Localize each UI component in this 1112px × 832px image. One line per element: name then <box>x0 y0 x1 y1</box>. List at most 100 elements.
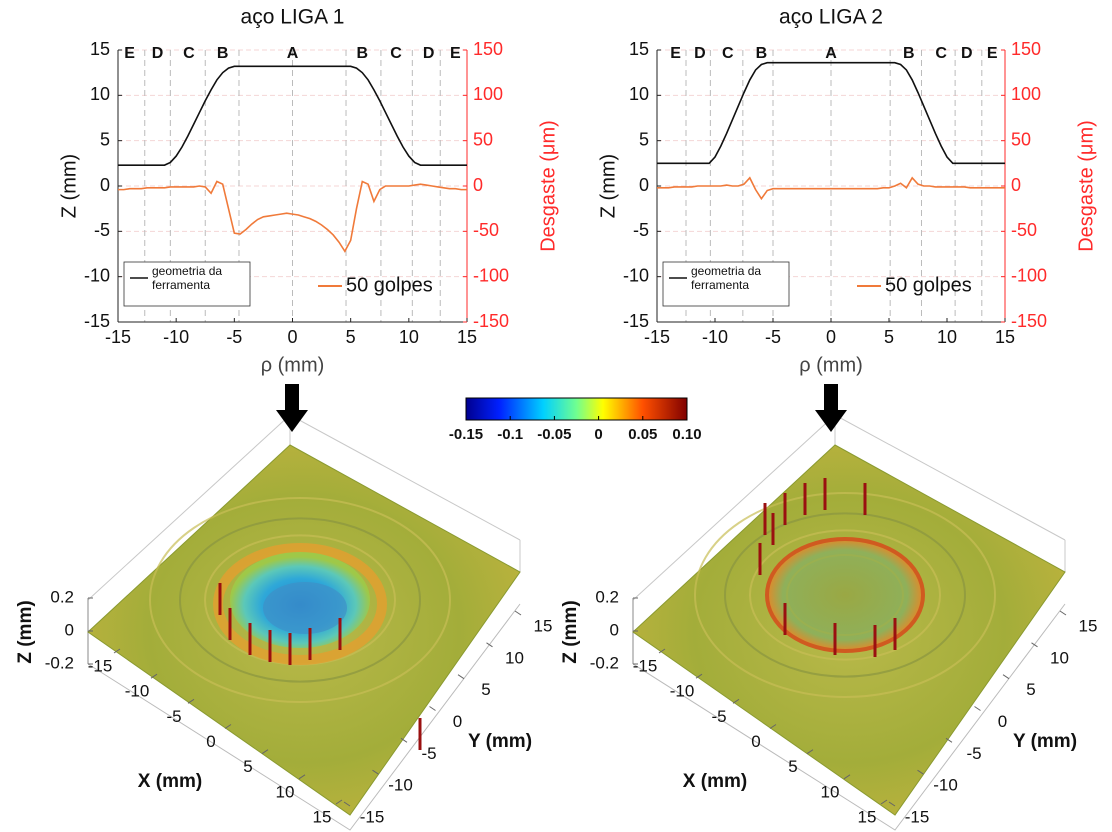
arrow <box>276 384 308 432</box>
y2-tick-label: 50 <box>473 129 493 149</box>
y-tick-label: 10 <box>1050 648 1069 667</box>
y2-tick-label: 0 <box>1011 175 1021 195</box>
y-tick <box>1060 611 1066 615</box>
y-tick-label: -5 <box>633 220 649 240</box>
y2-tick-label: -100 <box>1011 265 1047 285</box>
x-axis-label: X (mm) <box>683 771 747 792</box>
legend-label: 50 golpes <box>346 274 433 296</box>
colorbar-tick-label: 0.10 <box>672 426 701 443</box>
z-tick-label: 0 <box>610 620 619 639</box>
zone-label: E <box>450 45 461 62</box>
y-tick-label: -10 <box>84 265 110 285</box>
zone-label: B <box>756 45 768 62</box>
colorbar-tick-label: 0.05 <box>628 426 657 443</box>
x-tick-label: 10 <box>276 782 295 801</box>
y-tick-label: 15 <box>534 616 553 635</box>
z-tick-label: 0.2 <box>50 587 74 606</box>
x-tick-label: 5 <box>788 757 797 776</box>
legend-label: geometria da ferramenta <box>152 264 248 292</box>
y-tick-label: -10 <box>933 776 958 795</box>
y2-tick-label: -50 <box>1011 220 1037 240</box>
colorbar-gradient <box>466 398 687 420</box>
y2-tick-label: 100 <box>1011 84 1041 104</box>
zone-label: D <box>152 45 164 62</box>
x-tick-label: 10 <box>937 327 957 347</box>
zone-label: D <box>961 45 973 62</box>
y-tick-label: -10 <box>388 776 413 795</box>
colorbar-tick-label: -0.05 <box>537 426 571 443</box>
y-tick-label: -15 <box>360 807 385 826</box>
z-axis-label: Z (mm) <box>15 600 36 663</box>
zone-label: B <box>217 45 229 62</box>
y-tick <box>430 707 436 711</box>
zone-label: E <box>124 45 135 62</box>
y-tick-label: 10 <box>629 84 649 104</box>
y-axis-label: Z (mm) <box>58 154 80 218</box>
y-tick-label: 15 <box>629 39 649 59</box>
y-tick-label: 5 <box>1026 680 1035 699</box>
legend-label: geometria da ferramenta <box>691 264 787 292</box>
x-tick-label: 5 <box>243 757 252 776</box>
y2-tick-label: 150 <box>1011 39 1041 59</box>
y-tick-label: 5 <box>639 129 649 149</box>
zone-label: E <box>670 45 681 62</box>
x-tick-label: -10 <box>125 682 150 701</box>
y-tick <box>975 707 981 711</box>
y-tick-label: -15 <box>623 311 649 331</box>
y-tick <box>487 643 493 647</box>
zone-label: D <box>694 45 706 62</box>
z-tick-label: 0.2 <box>595 587 619 606</box>
legend-entry: geometria da ferramenta <box>691 264 787 304</box>
colorbar-tick-label: -0.15 <box>449 426 483 443</box>
x-axis-label: X (mm) <box>138 771 202 792</box>
x-tick-label: -10 <box>163 327 189 347</box>
legend-entry: geometria da ferramenta <box>152 264 248 304</box>
surface-plot: -15-10-5051015-15-10-5051015-0.200.2X (m… <box>560 415 1097 830</box>
y-tick <box>1003 675 1009 679</box>
y-tick-label: -10 <box>623 265 649 285</box>
figure: aço LIGA 1EDCBABCDE-15-10-5051015-15-10-… <box>0 0 1112 832</box>
y2-axis-label: Desgaste (μm) <box>1075 120 1097 252</box>
x-tick-label: -5 <box>711 707 726 726</box>
zone-label: D <box>423 45 435 62</box>
y-tick-label: 5 <box>100 129 110 149</box>
x-tick-label: 5 <box>884 327 894 347</box>
x-tick-label: 10 <box>821 782 840 801</box>
y-tick-label: -15 <box>84 311 110 331</box>
x-tick-label: 10 <box>399 327 419 347</box>
y-tick-label: 0 <box>998 712 1007 731</box>
y-tick-label: -5 <box>421 744 436 763</box>
colorbar-tick-label: -0.1 <box>497 426 523 443</box>
y-tick <box>1032 643 1038 647</box>
x-tick-label: 0 <box>287 327 297 347</box>
y2-tick-label: -150 <box>473 311 509 331</box>
y-tick-label: -5 <box>966 744 981 763</box>
zone-label: A <box>825 45 837 62</box>
y2-tick-label: -150 <box>1011 311 1047 331</box>
x-tick-label: 15 <box>313 807 332 826</box>
x-tick-label: 0 <box>206 732 215 751</box>
y-tick <box>458 675 464 679</box>
x-tick-label: -10 <box>702 327 728 347</box>
zone-label: C <box>722 45 734 62</box>
y-tick-label: 10 <box>90 84 110 104</box>
x-tick-label: -5 <box>765 327 781 347</box>
x-tick-label: 0 <box>751 732 760 751</box>
z-axis-label: Z (mm) <box>560 600 581 663</box>
y-tick-label: 0 <box>453 712 462 731</box>
x-tick-label: 0 <box>826 327 836 347</box>
zone-label: C <box>183 45 195 62</box>
chart-title: aço LIGA 1 <box>241 6 345 29</box>
legend-label: 50 golpes <box>885 274 972 296</box>
zone-label: C <box>935 45 947 62</box>
y-tick-label: 15 <box>1079 616 1098 635</box>
y-tick-label: -15 <box>905 807 930 826</box>
zone-label: B <box>903 45 915 62</box>
colorbar-tick-label: 0 <box>594 426 602 443</box>
y-tick-label: 5 <box>481 680 490 699</box>
x-tick-label: 5 <box>346 327 356 347</box>
z-tick-label: -0.2 <box>590 653 619 672</box>
y2-tick-label: 50 <box>1011 129 1031 149</box>
y-tick-label: -5 <box>94 220 110 240</box>
surface-crater <box>263 582 347 634</box>
